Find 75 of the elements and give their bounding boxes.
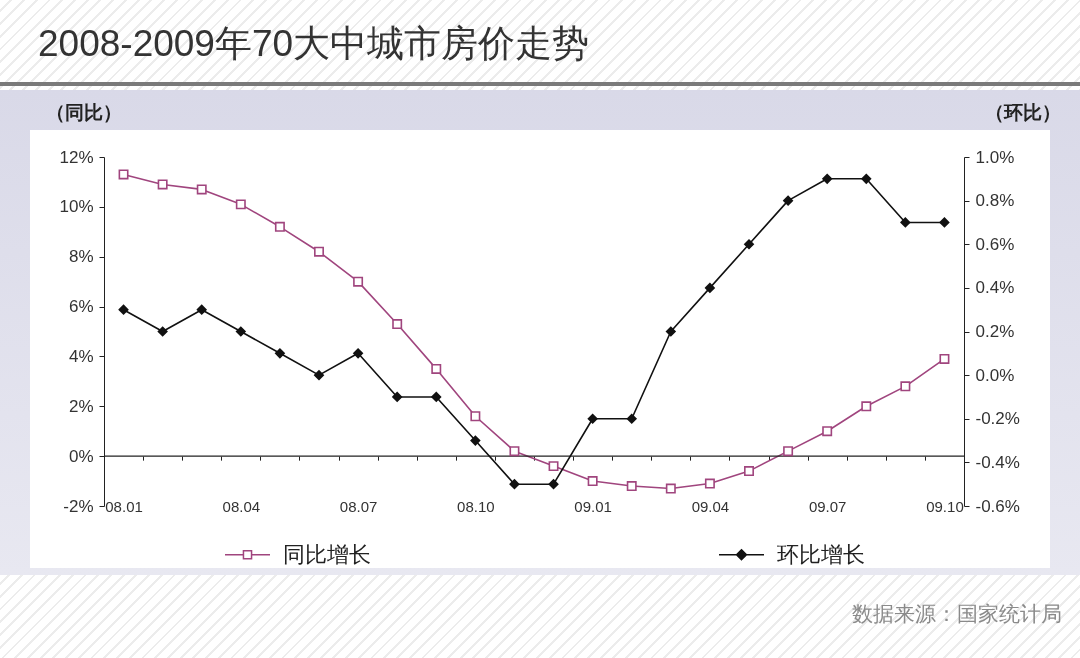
x-tick-label: 08.01 [105, 497, 143, 515]
y2-tick-label: 0.0% [975, 365, 1015, 385]
point [822, 426, 833, 437]
source-note: 数据来源：国家统计局 [852, 601, 1062, 628]
point [431, 391, 442, 402]
point [235, 326, 246, 337]
point [704, 282, 715, 293]
point [353, 348, 364, 359]
y2-axis-title: （环比） [984, 100, 1061, 123]
point [314, 370, 324, 381]
point [431, 363, 442, 374]
point [939, 217, 950, 228]
point [392, 319, 403, 330]
legend-label: 同比增长 [283, 541, 371, 567]
point [900, 217, 911, 228]
y2-tick-label: -0.4% [975, 452, 1020, 472]
point [235, 199, 246, 210]
y-tick-label: 10% [59, 197, 94, 217]
legend-label: 环比增长 [777, 541, 865, 567]
x-tick-label: 09.04 [691, 497, 730, 515]
point [548, 479, 559, 490]
point [196, 304, 207, 315]
point [587, 476, 598, 487]
y2-tick-label: -0.6% [975, 496, 1020, 516]
chart-title: 2008-2009年70大中城市房价走势 [38, 22, 590, 66]
y-tick-label: -2% [63, 496, 94, 516]
point [157, 179, 168, 190]
point [314, 246, 324, 257]
x-tick-label: 08.04 [222, 497, 261, 515]
point [274, 221, 285, 232]
y-tick-label: 8% [68, 247, 94, 267]
point [783, 195, 794, 206]
x-tick-label: 08.07 [339, 497, 378, 515]
point [548, 461, 559, 472]
x-tick-label: 09.01 [574, 497, 612, 515]
y2-tick-label: 0.2% [975, 322, 1015, 341]
point [783, 446, 794, 457]
point [587, 413, 598, 424]
point [470, 435, 481, 446]
y-tick-label: 6% [68, 297, 94, 317]
y-axis-title: （同比） [45, 100, 122, 123]
y2-tick-label: 1.0% [975, 147, 1015, 167]
y2-tick-label: 0.4% [975, 278, 1015, 298]
point [392, 391, 403, 402]
point [274, 348, 285, 359]
point [744, 466, 754, 477]
x-tick-label: 09.10 [926, 497, 964, 515]
y-tick-label: 12% [59, 147, 94, 167]
point [626, 481, 637, 492]
point [196, 184, 207, 195]
x-tick-label: 09.07 [808, 497, 847, 515]
point [118, 169, 129, 180]
point [118, 304, 129, 315]
point [509, 479, 520, 490]
point [744, 239, 754, 250]
point [900, 381, 911, 392]
point [939, 353, 950, 364]
point [861, 401, 872, 412]
y-tick-label: 4% [68, 346, 94, 366]
y-tick-label: 0% [68, 446, 94, 466]
point [665, 483, 676, 494]
point [157, 326, 168, 337]
y2-tick-label: -0.2% [975, 409, 1020, 429]
point [861, 173, 872, 184]
x-tick-label: 08.10 [457, 497, 495, 515]
point [626, 413, 637, 424]
y2-tick-label: 0.8% [975, 191, 1015, 211]
y-tick-label: 2% [68, 396, 94, 416]
point [704, 478, 715, 489]
point [665, 326, 676, 337]
point [470, 411, 481, 422]
point [353, 276, 364, 287]
y2-tick-label: 0.6% [975, 234, 1015, 254]
point [509, 446, 520, 457]
point [822, 173, 833, 184]
